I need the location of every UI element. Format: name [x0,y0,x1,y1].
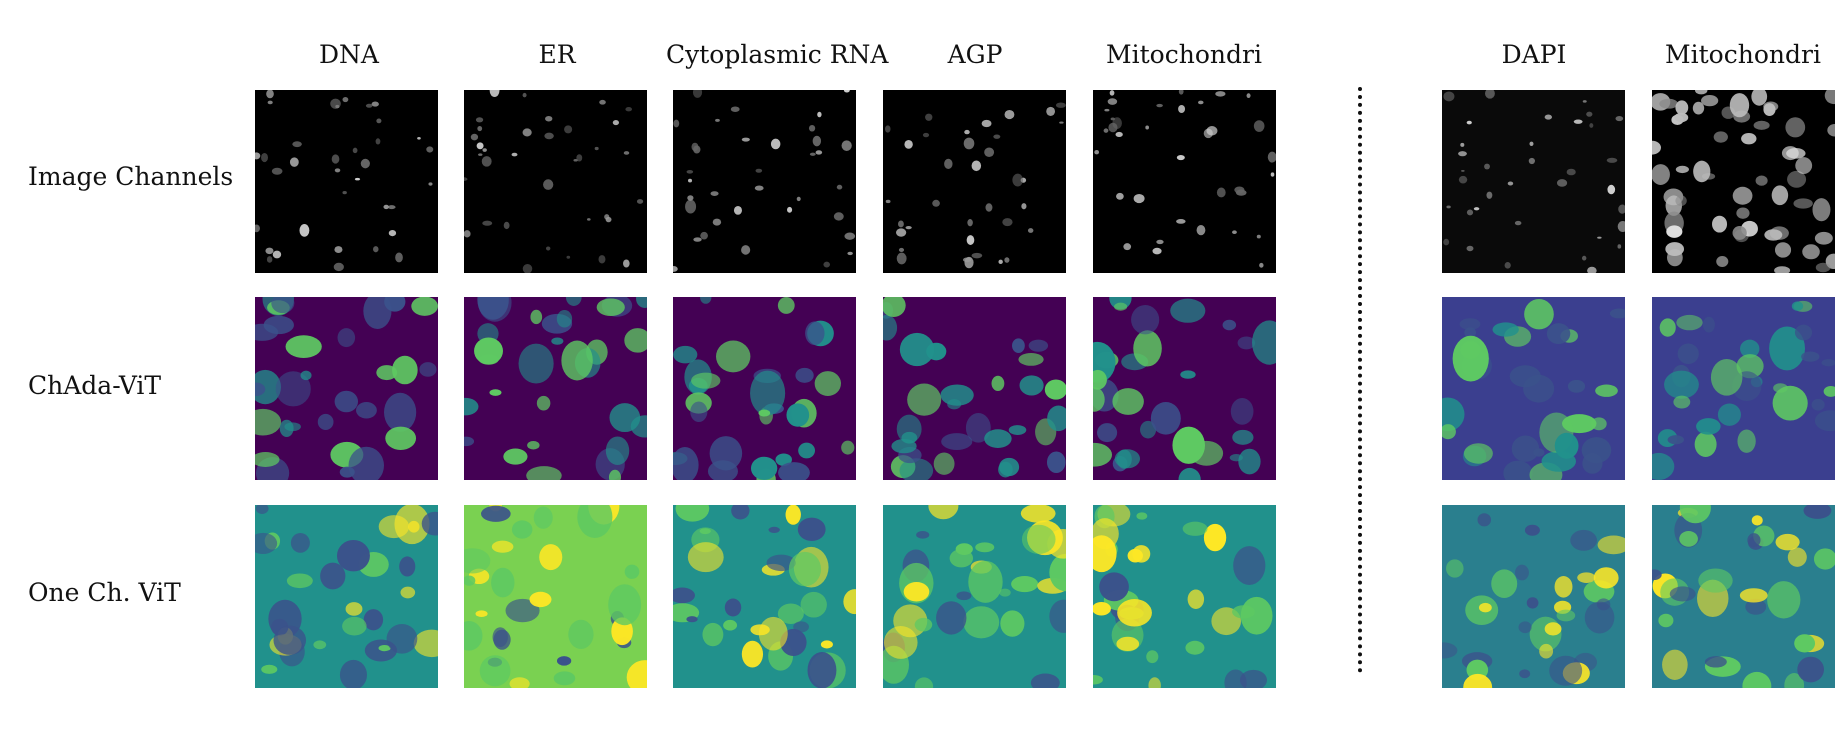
image-tile [255,90,438,273]
image-tile [1652,90,1835,273]
image-tile [1442,297,1625,480]
column-label-mitochondria: Mitochondri [1106,40,1262,69]
image-tile [255,297,438,480]
image-tile [464,297,647,480]
column-label-dna: DNA [319,40,379,69]
column-label-cytoplasmic-rna: Cytoplasmic RNA [666,40,889,69]
dotted-divider [1358,87,1362,673]
image-tile [255,505,438,688]
image-tile [1442,90,1625,273]
column-label-dapi: DAPI [1501,40,1567,69]
image-tile [673,297,856,480]
image-tile [883,505,1066,688]
row-label-image-channels: Image Channels [28,162,234,191]
image-tile [1652,505,1835,688]
column-label-mitochondria-2: Mitochondri [1665,40,1821,69]
image-tile [464,505,647,688]
image-tile [1442,505,1625,688]
image-tile [1093,505,1276,688]
image-tile [464,90,647,273]
image-tile [1652,297,1835,480]
row-label-one-ch-vit: One Ch. ViT [28,578,181,607]
row-label-chada-vit: ChAda-ViT [28,371,162,400]
image-tile [883,90,1066,273]
column-label-agp: AGP [947,40,1003,69]
image-tile [1093,297,1276,480]
image-tile [1093,90,1276,273]
image-tile [673,90,856,273]
image-tile [673,505,856,688]
column-label-er: ER [538,40,576,69]
image-tile [883,297,1066,480]
